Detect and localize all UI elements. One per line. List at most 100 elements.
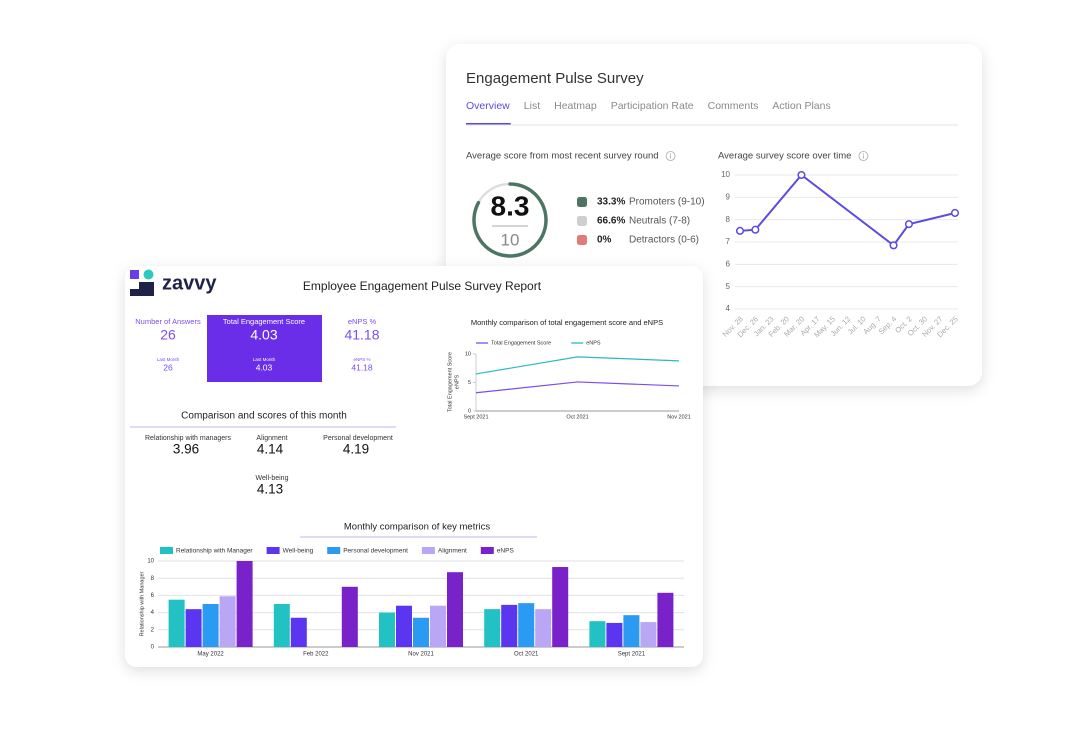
chart-title: Monthly comparison of key metrics bbox=[344, 522, 490, 533]
kpi-label: Number of Answers bbox=[135, 317, 201, 326]
legend-swatch bbox=[160, 547, 173, 554]
legend-swatch bbox=[577, 197, 587, 207]
tab[interactable]: Participation Rate bbox=[611, 100, 694, 112]
score-label: Relationship with managers bbox=[145, 435, 231, 442]
tab[interactable]: Heatmap bbox=[554, 100, 597, 112]
kpi-sub-label: eNPS % bbox=[353, 357, 370, 362]
legend-label: Alignment bbox=[438, 548, 467, 555]
score-value: 4.19 bbox=[343, 442, 369, 457]
bar bbox=[413, 617, 429, 647]
bar bbox=[535, 609, 552, 647]
legend-swatch bbox=[327, 547, 341, 554]
bar bbox=[484, 609, 501, 647]
legend-label: Personal development bbox=[343, 548, 408, 555]
y-tick-label: 7 bbox=[726, 237, 731, 246]
kpi-sub-value: 26 bbox=[163, 362, 173, 372]
score-label: Personal development bbox=[323, 435, 393, 442]
tab[interactable]: Action Plans bbox=[772, 100, 830, 112]
x-tick-label: Sept 2021 bbox=[463, 414, 488, 420]
card-title: Engagement Pulse Survey bbox=[466, 70, 644, 87]
bar bbox=[518, 603, 535, 647]
tab[interactable]: List bbox=[524, 100, 540, 112]
panel-title: Average score from most recent survey ro… bbox=[466, 151, 659, 162]
score-label: Well-being bbox=[256, 475, 289, 482]
bar bbox=[236, 561, 253, 647]
y-tick-label: 5 bbox=[726, 282, 731, 291]
x-tick-label: May 2022 bbox=[197, 652, 224, 658]
y-tick-label: 10 bbox=[721, 170, 730, 179]
report-title: Employee Engagement Pulse Survey Report bbox=[303, 279, 542, 293]
trend-point bbox=[797, 170, 806, 180]
kpi-sub-label: Last Month bbox=[253, 357, 276, 362]
gauge-score: 8.3 bbox=[491, 190, 530, 221]
logo-base bbox=[130, 282, 154, 296]
bar bbox=[341, 586, 358, 647]
kpi-sub-value: 4.03 bbox=[256, 362, 273, 372]
legend-label: Total Engagement Score bbox=[491, 340, 551, 346]
bar bbox=[606, 622, 623, 647]
bar bbox=[552, 567, 569, 647]
y-tick-label: 4 bbox=[151, 610, 155, 616]
info-icon-dot bbox=[862, 153, 865, 155]
bar bbox=[447, 572, 463, 647]
logo-square bbox=[130, 270, 139, 279]
legend-swatch bbox=[266, 547, 280, 554]
info-icon bbox=[858, 151, 869, 161]
breakdown-label: Neutrals (7-8) bbox=[629, 216, 690, 227]
breakdown-percent: 66.6% bbox=[597, 216, 625, 227]
bar bbox=[379, 612, 395, 647]
y-tick-label: 4 bbox=[726, 304, 731, 313]
bar bbox=[273, 604, 290, 647]
y-tick-label: 9 bbox=[726, 192, 731, 201]
kpi-value: 4.03 bbox=[250, 327, 277, 343]
y-tick-label: 6 bbox=[726, 259, 731, 268]
bar bbox=[396, 605, 412, 647]
x-tick-label: Nov 2021 bbox=[408, 652, 434, 658]
y-tick-label: 10 bbox=[465, 351, 471, 357]
y-tick-label: 0 bbox=[151, 645, 155, 651]
kpi-sub-value: 41.18 bbox=[351, 362, 373, 372]
legend-swatch bbox=[577, 216, 587, 226]
chart-title: Monthly comparison of total engagement s… bbox=[471, 318, 663, 327]
x-tick-label: Nov 2021 bbox=[667, 414, 691, 420]
y-tick-label: 2 bbox=[151, 627, 155, 633]
legend-swatch bbox=[577, 235, 587, 245]
bar bbox=[640, 622, 657, 647]
bar bbox=[501, 604, 518, 647]
bar bbox=[430, 605, 446, 647]
kpi-value: 41.18 bbox=[344, 327, 379, 343]
gauge-max: 10 bbox=[501, 230, 520, 249]
tab[interactable]: Overview bbox=[466, 100, 510, 112]
info-icon bbox=[665, 151, 676, 161]
bar bbox=[623, 615, 640, 647]
kpi-sub-label: Last Month bbox=[157, 357, 180, 362]
logo-dot bbox=[143, 269, 154, 280]
trend-point bbox=[751, 225, 760, 234]
series-line bbox=[475, 381, 680, 394]
kpi-highlight bbox=[207, 315, 322, 382]
gauge-arc bbox=[472, 182, 548, 258]
legend-label: eNPS bbox=[586, 340, 601, 346]
score-label: Alignment bbox=[256, 435, 287, 442]
series-line bbox=[475, 356, 680, 375]
y-tick-label: 0 bbox=[468, 408, 471, 414]
breakdown-label: Promoters (9-10) bbox=[629, 197, 705, 208]
bar bbox=[290, 617, 307, 647]
tab[interactable]: Comments bbox=[708, 100, 759, 112]
bar bbox=[202, 604, 219, 647]
legend-label: eNPS bbox=[497, 548, 515, 555]
trend-point bbox=[950, 208, 960, 218]
bar bbox=[185, 609, 202, 647]
y-tick-label: 8 bbox=[151, 576, 155, 582]
chart-title: Average survey score over time bbox=[718, 151, 851, 162]
x-tick-label: Oct 2021 bbox=[566, 414, 588, 420]
bar bbox=[168, 599, 185, 647]
kpi-label: Total Engagement Score bbox=[223, 317, 305, 326]
info-icon-dot bbox=[669, 153, 672, 155]
score-value: 3.96 bbox=[173, 442, 199, 457]
y-tick-label: 10 bbox=[147, 559, 154, 565]
x-tick-label: Oct 2021 bbox=[514, 652, 539, 658]
trend-point bbox=[889, 241, 898, 250]
